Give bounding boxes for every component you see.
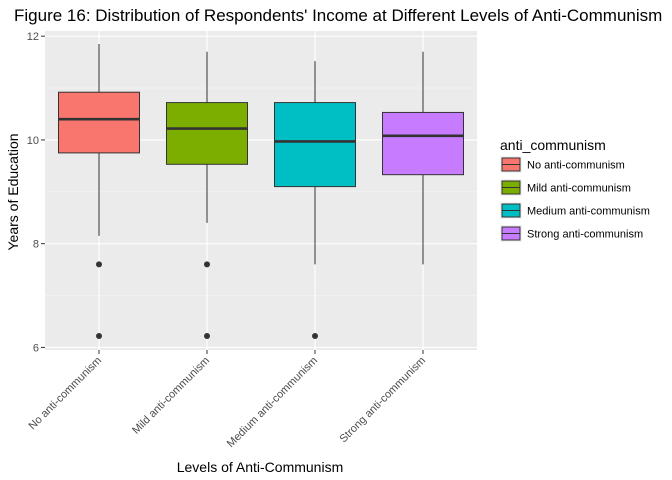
outlier-point <box>96 332 102 339</box>
y-tick-label: 6 <box>33 342 39 354</box>
x-tick-label: Mild anti-communism <box>130 355 212 437</box>
box-group <box>166 51 248 339</box>
legend-label: No anti-communism <box>527 160 625 172</box>
y-tick-label: 10 <box>27 135 39 147</box>
box <box>274 102 356 188</box>
legend-label: Medium anti-communism <box>527 206 650 218</box>
box-group <box>382 51 464 265</box>
box-group <box>58 43 140 339</box>
box <box>58 91 140 154</box>
y-tick-label: 12 <box>27 31 39 43</box>
outlier-point <box>204 332 210 339</box>
outlier-point <box>96 261 102 268</box>
x-tick-label: No anti-communism <box>26 355 104 433</box>
y-axis-title: Years of Education <box>5 133 21 250</box>
chart-title: Figure 16: Distribution of Respondents' … <box>14 6 662 25</box>
x-tick-label: Medium anti-communism <box>225 355 320 450</box>
y-tick-label: 8 <box>33 239 39 251</box>
box <box>382 111 464 176</box>
x-tick-label: Strong anti-communism <box>338 355 429 446</box>
outlier-point <box>204 261 210 268</box>
panel-background <box>45 31 477 350</box>
legend-label: Strong anti-communism <box>527 229 643 241</box>
box-group <box>274 61 356 339</box>
legend-title: anti_communism <box>500 137 606 153</box>
legend: anti_communism No anti-communism Mild ant… <box>500 137 650 242</box>
box <box>166 102 248 165</box>
legend-label: Mild anti-communism <box>527 183 631 195</box>
outlier-point <box>312 332 318 339</box>
y-axis-ticks: 6 8 10 12 <box>27 31 45 354</box>
plot-panel <box>45 31 477 350</box>
x-axis-ticks: No anti-communism Mild anti-communism Medi… <box>26 350 428 450</box>
x-axis-title: Levels of Anti-Communism <box>177 459 344 475</box>
